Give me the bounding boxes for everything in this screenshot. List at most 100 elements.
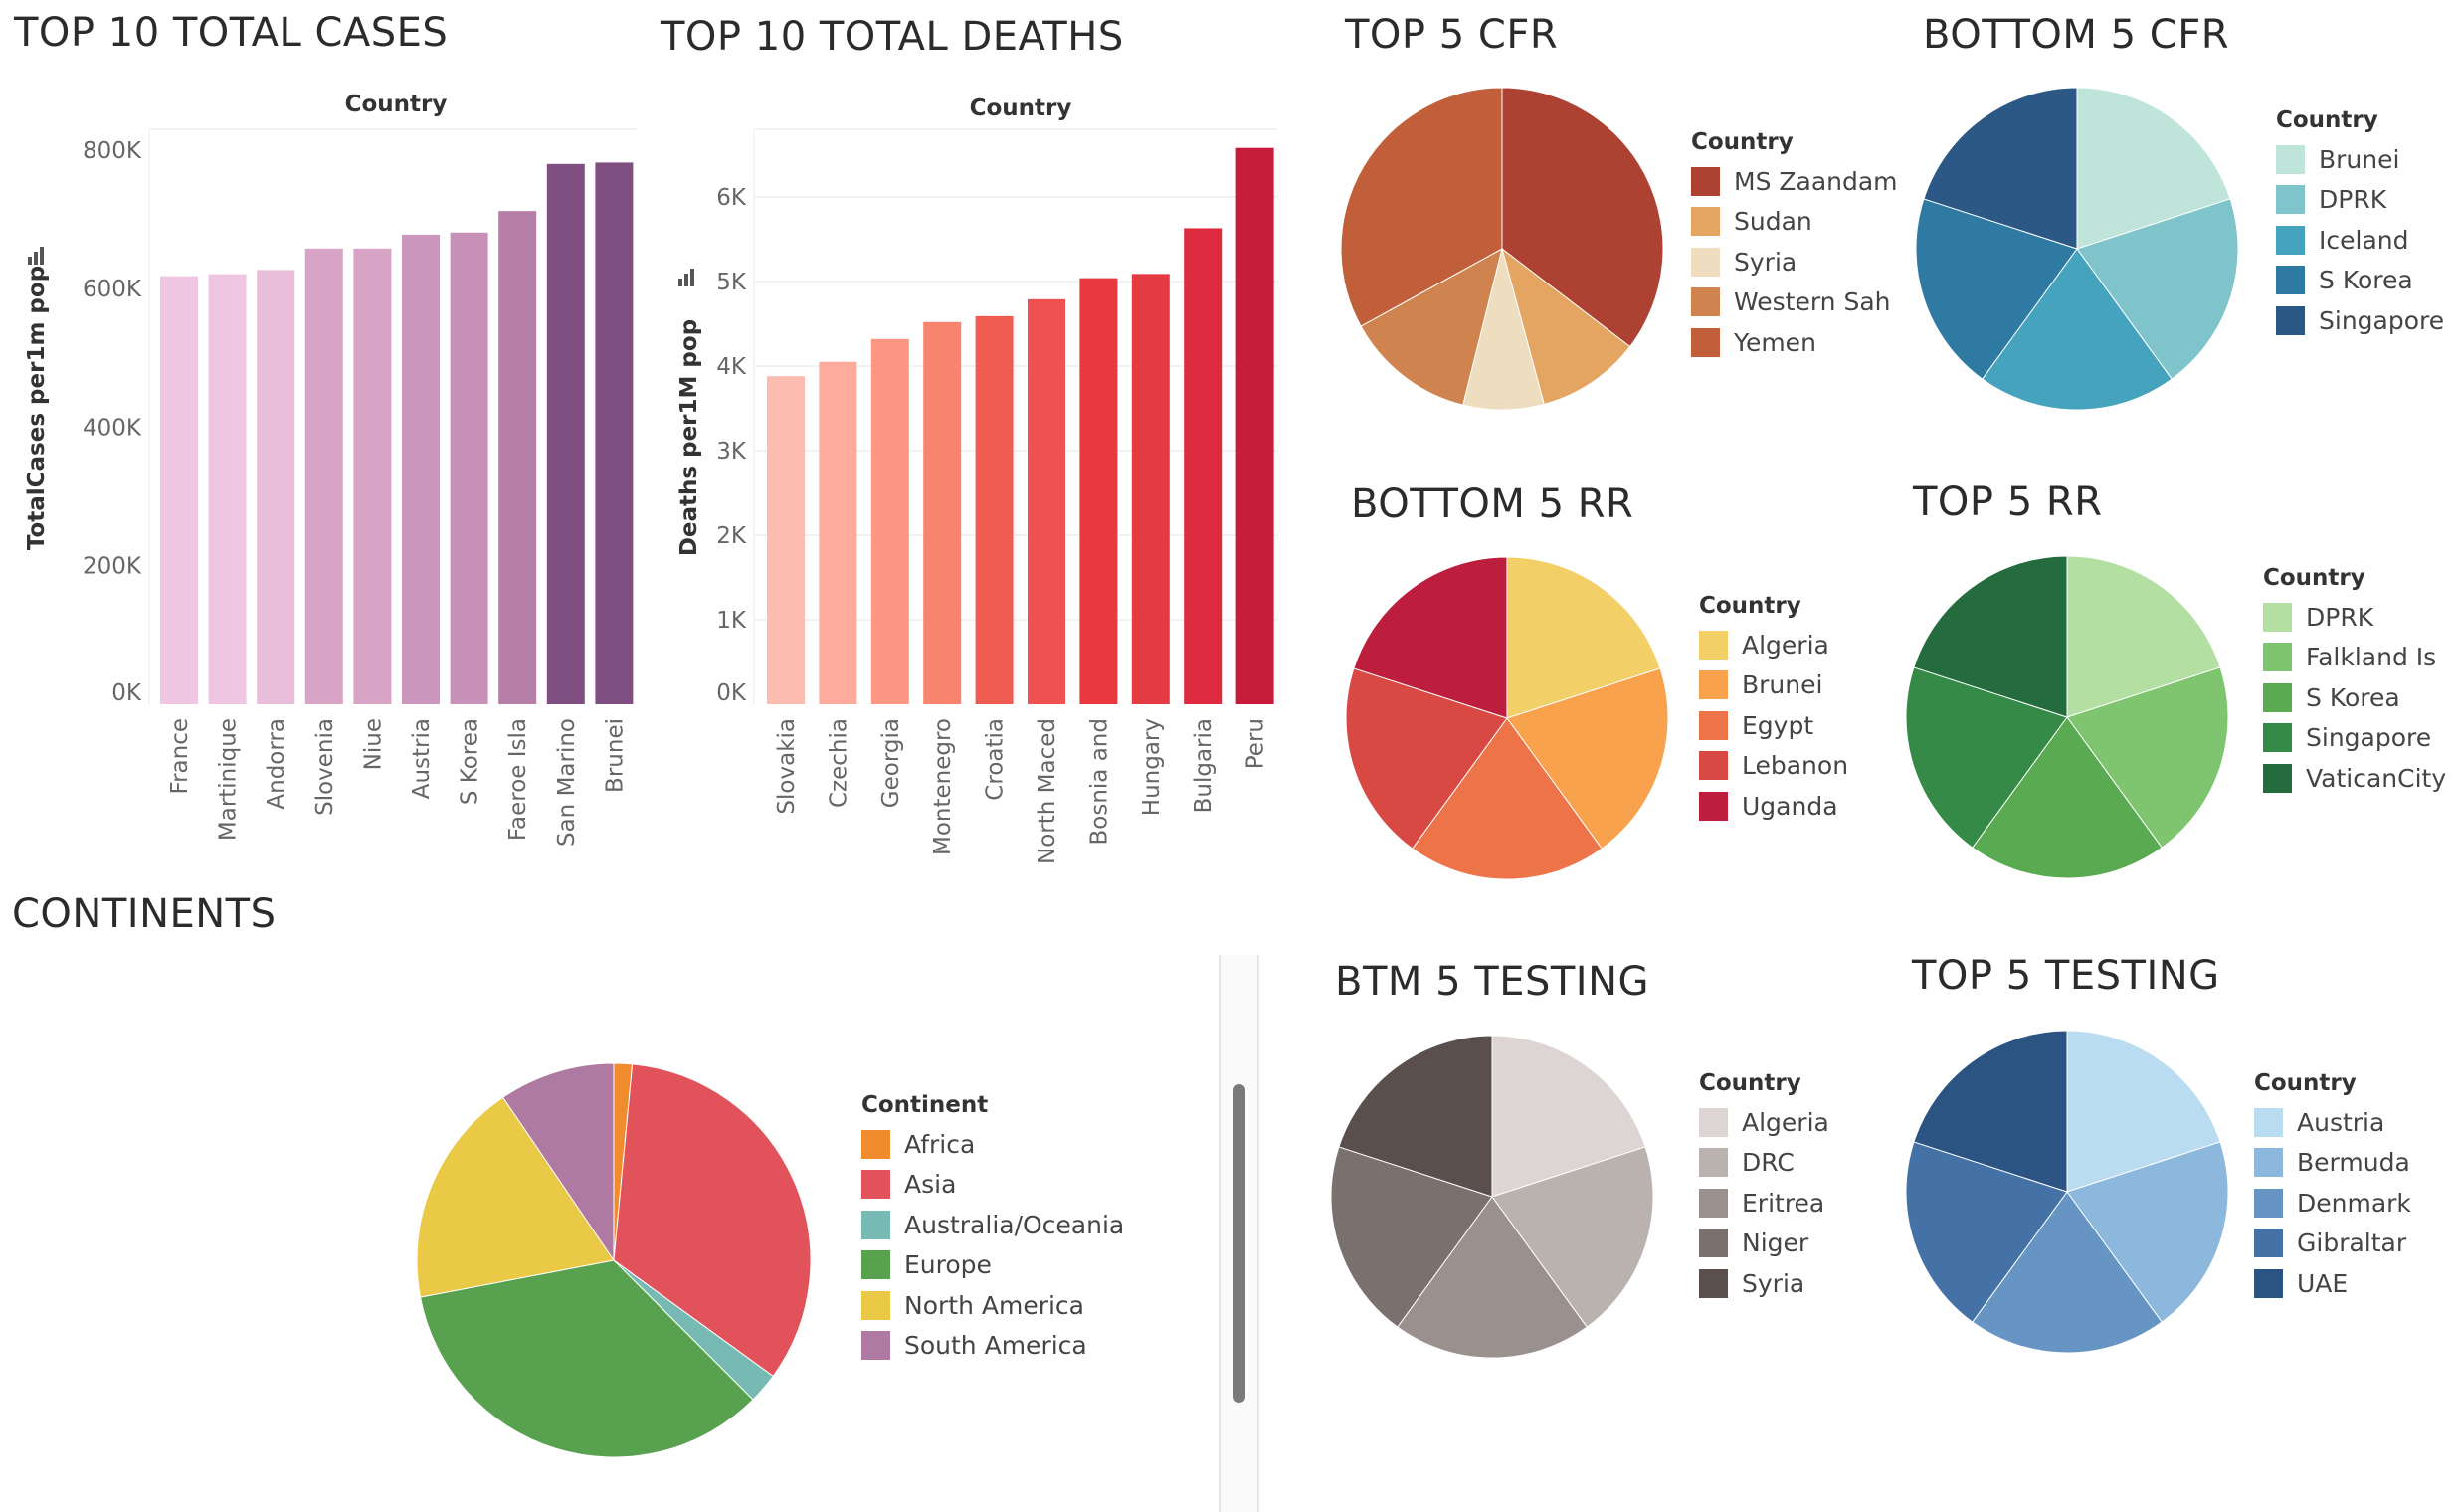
pie-slice-drc[interactable] [1491,1146,1654,1328]
legend-item[interactable]: Europe [861,1245,1124,1286]
legend-item[interactable]: Syria [1691,242,1898,283]
pie-slice-brunei[interactable] [2076,87,2231,250]
bar-andorra[interactable] [257,270,295,704]
pie-slice-dprk[interactable] [2076,198,2239,380]
legend-label: Falkland Is [2306,643,2437,672]
bar-martinique[interactable] [208,274,247,704]
legend-item[interactable]: MS Zaandam [1691,161,1898,202]
pie-slice-europe[interactable] [419,1259,754,1458]
legend-item[interactable]: DRC [1699,1143,1829,1184]
pie-slice-brunei[interactable] [1506,667,1669,850]
legend-item[interactable]: S Korea [2276,261,2444,301]
sort-icon[interactable] [678,269,694,286]
legend-item[interactable]: Brunei [1699,665,1848,706]
pie-slice-singapore[interactable] [1905,666,2068,849]
pie-slice-south-america[interactable] [502,1062,615,1262]
pie-slice-iceland[interactable] [1982,248,2173,411]
title-continents: CONTINENTS [12,891,277,937]
legend-item[interactable]: Egypt [1699,705,1848,746]
legend-item[interactable]: Brunei [2276,139,2444,180]
pie-slice-denmark[interactable] [1972,1191,2163,1354]
bar-s-korea[interactable] [450,232,488,704]
legend-item[interactable]: Austria [2254,1102,2411,1143]
bar-france[interactable] [160,276,198,704]
bar-slovenia[interactable] [304,248,343,704]
legend-item[interactable]: Iceland [2276,220,2444,261]
bar-brunei[interactable] [595,162,634,704]
category-label: North Maced [1035,718,1060,864]
pie-slice-syria[interactable] [1338,1035,1493,1198]
legend-item[interactable]: VaticanCity [2263,758,2446,799]
bar-bulgaria[interactable] [1184,228,1223,704]
bar-slovakia[interactable] [767,376,805,704]
bar-hungary[interactable] [1131,274,1170,704]
pie-slice-niger[interactable] [1330,1146,1493,1328]
legend-item[interactable]: Algeria [1699,1102,1829,1143]
pie-slice-north-america[interactable] [416,1096,615,1298]
legend-item[interactable]: Niger [1699,1224,1829,1264]
bar-niue[interactable] [353,248,392,704]
legend-item[interactable]: DPRK [2263,597,2446,638]
legend-item[interactable]: Falkland Is [2263,638,2446,678]
legend-item[interactable]: Syria [1699,1263,1829,1304]
pie-slice-asia[interactable] [613,1063,812,1378]
pie-slice-uganda[interactable] [1353,556,1508,719]
pie-slice-austria[interactable] [2066,1030,2221,1193]
bar-croatia[interactable] [975,315,1014,704]
pie-slice-gibraltar[interactable] [1905,1141,2068,1323]
legend-item[interactable]: Bermuda [2254,1143,2411,1184]
legend-label: S Korea [2319,266,2413,295]
pie-slice-s-korea[interactable] [1972,716,2163,879]
legend-label: DPRK [2319,185,2387,215]
legend-item[interactable]: Gibraltar [2254,1224,2411,1264]
pie-slice-western-sah[interactable] [1360,248,1503,406]
bar-peru[interactable] [1235,147,1274,704]
legend-item[interactable]: South America [861,1326,1124,1367]
legend-item[interactable]: Sudan [1691,202,1898,243]
legend-item[interactable]: Uganda [1699,786,1848,827]
bar-georgia[interactable] [870,338,909,704]
legend-item[interactable]: Singapore [2263,718,2446,759]
pie-slice-singapore[interactable] [1923,87,2078,250]
pie-slice-s-korea[interactable] [1915,198,2078,380]
pie-slice-vaticancity[interactable] [1913,555,2068,718]
legend-swatch [1699,1107,1728,1137]
legend-item[interactable]: Western Sah [1691,283,1898,323]
bar-north-maced[interactable] [1028,298,1065,704]
legend-item[interactable]: Africa [861,1124,1124,1165]
pie-slice-egypt[interactable] [1412,717,1603,880]
legend-item[interactable]: Lebanon [1699,746,1848,787]
legend-item[interactable]: Australia/Oceania [861,1205,1124,1245]
pie-slice-uae[interactable] [1913,1030,2068,1193]
pie-slice-algeria[interactable] [1491,1035,1646,1198]
bar-montenegro[interactable] [923,321,962,704]
dashboard-scroll-thumb[interactable] [1233,1084,1245,1403]
legend-item[interactable]: DPRK [2276,180,2444,221]
bar-bosnia-and[interactable] [1079,278,1118,704]
pie-slice-algeria[interactable] [1506,556,1661,719]
pie-slice-bermuda[interactable] [2066,1141,2229,1323]
legend-item[interactable]: Singapore [2276,300,2444,341]
category-label: Martinique [216,718,242,841]
legend-item[interactable]: Eritrea [1699,1183,1829,1224]
legend-item[interactable]: Denmark [2254,1183,2411,1224]
bar-faeroe-isla[interactable] [498,211,537,704]
legend-item[interactable]: Asia [861,1165,1124,1206]
sort-icon[interactable] [28,247,44,265]
pie-slice-falkland-is[interactable] [2066,666,2229,849]
bar-san-marino[interactable] [546,163,585,704]
pie-slice-lebanon[interactable] [1345,667,1508,850]
legend-item[interactable]: North America [861,1285,1124,1326]
pie-slice-dprk[interactable] [2066,555,2221,718]
legend-item[interactable]: S Korea [2263,677,2446,718]
pie-slice-yemen[interactable] [1340,87,1503,327]
pie-slice-ms-zaandam[interactable] [1501,87,1664,348]
legend-item[interactable]: UAE [2254,1263,2411,1304]
legend-item[interactable]: Algeria [1699,625,1848,665]
bar-czechia[interactable] [819,361,857,704]
legend-item[interactable]: Yemen [1691,322,1898,363]
y-tick-label: 0K [111,680,142,706]
title-bottom5-rr: BOTTOM 5 RR [1351,481,1634,527]
bar-austria[interactable] [402,234,440,705]
pie-slice-eritrea[interactable] [1397,1196,1588,1359]
